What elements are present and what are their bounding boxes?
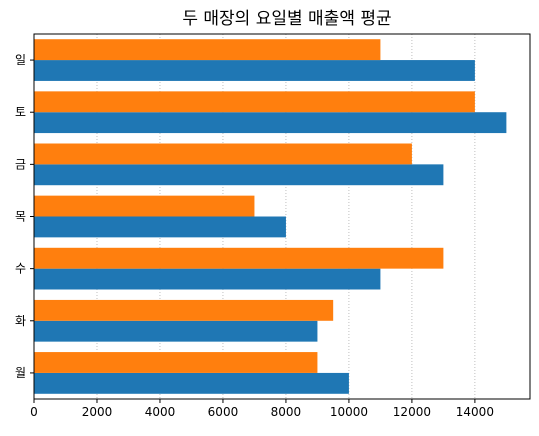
x-tick-label: 10000 <box>330 405 368 419</box>
x-tick-label: 6000 <box>208 405 239 419</box>
bar <box>34 352 318 373</box>
x-axis: 0 2000 4000 6000 8000 10000 12000 14000 <box>30 399 494 419</box>
bar <box>34 60 475 81</box>
y-tick-label: 일 <box>15 53 26 67</box>
bar <box>34 91 475 113</box>
x-tick-label: 0 <box>30 405 38 419</box>
x-tick-label: 12000 <box>393 405 431 419</box>
chart-title: 두 매장의 요일별 매출액 평균 <box>182 9 391 29</box>
x-tick-label: 4000 <box>145 405 176 419</box>
y-tick-label: 수 <box>15 262 26 276</box>
bar <box>34 299 334 321</box>
bar <box>34 320 318 342</box>
x-tick-label: 14000 <box>456 405 494 419</box>
bar <box>34 195 255 217</box>
bar <box>34 143 412 165</box>
bar <box>34 39 381 61</box>
bar <box>34 216 286 238</box>
bar <box>34 247 444 269</box>
bars <box>34 39 507 394</box>
y-tick-label: 목 <box>15 210 26 224</box>
y-tick-label: 화 <box>15 314 26 328</box>
x-tick-label: 2000 <box>82 405 113 419</box>
bar <box>34 268 381 290</box>
x-tick-label: 8000 <box>271 405 302 419</box>
y-tick-label: 토 <box>15 105 26 119</box>
bar <box>34 372 349 394</box>
y-axis: 월 화 수 목 금 토 일 <box>15 53 34 380</box>
bar <box>34 112 507 134</box>
y-tick-label: 금 <box>15 157 26 171</box>
bar <box>34 164 444 186</box>
y-tick-label: 월 <box>15 366 26 380</box>
